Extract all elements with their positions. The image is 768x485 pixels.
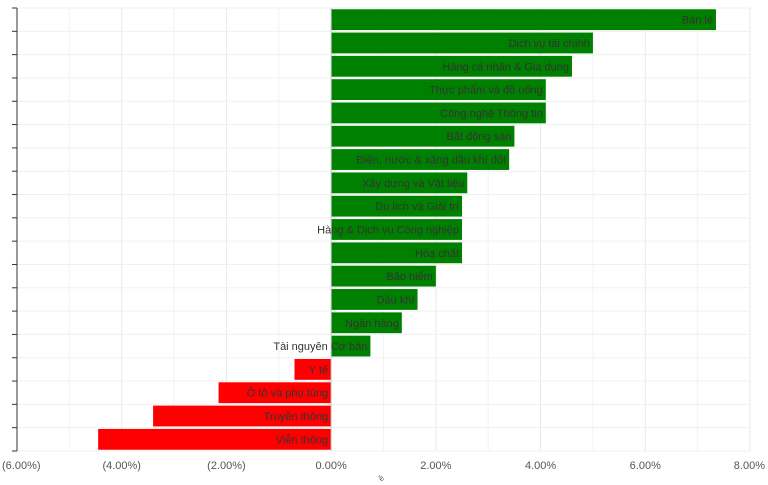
x-tick-label: (2.00%) bbox=[207, 460, 246, 472]
bar[interactable] bbox=[294, 358, 332, 380]
bar[interactable] bbox=[331, 79, 546, 101]
bar[interactable] bbox=[331, 242, 463, 264]
bar[interactable] bbox=[331, 195, 463, 217]
bar-label: Bán lẻ bbox=[682, 15, 713, 27]
bar-label: Ngân hàng bbox=[345, 318, 399, 330]
bar[interactable] bbox=[331, 149, 510, 170]
bar-label: Bảo hiểm bbox=[386, 271, 432, 283]
bar[interactable] bbox=[331, 125, 515, 147]
bar-label: Hàng & Dịch vụ Công nghiệp bbox=[317, 225, 459, 237]
bar-label: Dịch vụ tài chính bbox=[509, 38, 590, 50]
bar[interactable] bbox=[331, 55, 572, 77]
x-tick-label: 0.00% bbox=[316, 460, 347, 472]
bar-label: Viễn thông bbox=[276, 433, 328, 446]
bar[interactable] bbox=[331, 102, 546, 124]
bar-label: Công nghệ Thông tin bbox=[440, 108, 543, 120]
bar-label: Bất động sản bbox=[447, 131, 512, 143]
x-axis-title: ẻ bbox=[377, 473, 387, 483]
x-tick-label: 4.00% bbox=[525, 460, 556, 472]
bar-label: Thực phẩm và đồ uống bbox=[429, 85, 543, 97]
grid-lines bbox=[16, 7, 751, 452]
bar[interactable] bbox=[331, 172, 468, 194]
x-tick-label: (6.00%) bbox=[2, 460, 41, 472]
bar-label: Y tế bbox=[309, 364, 328, 376]
bar-label: Hóa chất bbox=[415, 248, 459, 260]
bar[interactable] bbox=[331, 9, 716, 31]
bar[interactable] bbox=[331, 265, 436, 287]
bar-label: Xây dựng và Vật liệu bbox=[362, 178, 464, 190]
x-tick-label: 2.00% bbox=[420, 460, 451, 472]
bar[interactable] bbox=[218, 382, 332, 404]
bars bbox=[98, 9, 716, 450]
bar[interactable] bbox=[331, 219, 463, 240]
bar[interactable] bbox=[331, 335, 371, 357]
x-tick-label: 8.00% bbox=[734, 460, 765, 472]
bar-label: Tài nguyên Cơ bản bbox=[273, 341, 367, 353]
tick-labels: (6.00%) (4.00%) (2.00%) 0.00% 2.00% 4.00% 6.00… bbox=[2, 460, 765, 472]
bar[interactable] bbox=[331, 289, 418, 310]
bar-label: Dầu khí bbox=[377, 294, 415, 306]
bar-label: Du lịch và Giải trí bbox=[375, 201, 459, 213]
bar-labels: Bán lẻ Dịch vụ tài chính Hàng cá nhân & Gi… bbox=[247, 15, 713, 447]
bar[interactable] bbox=[153, 405, 332, 427]
bar-label: Điện, nước & xăng dầu khí đốt bbox=[356, 155, 506, 167]
bar-label: Ô tô và phụ tùng bbox=[247, 387, 328, 400]
x-tick-label: (4.00%) bbox=[102, 460, 141, 472]
bar-label: Truyền thông bbox=[264, 411, 328, 423]
bar[interactable] bbox=[98, 428, 332, 450]
bar[interactable] bbox=[331, 32, 593, 54]
axes bbox=[12, 7, 332, 452]
x-tick-label: 6.00% bbox=[630, 460, 661, 472]
bar[interactable] bbox=[331, 312, 402, 334]
bar-label: Hàng cá nhân & Gia dụng bbox=[442, 61, 569, 73]
